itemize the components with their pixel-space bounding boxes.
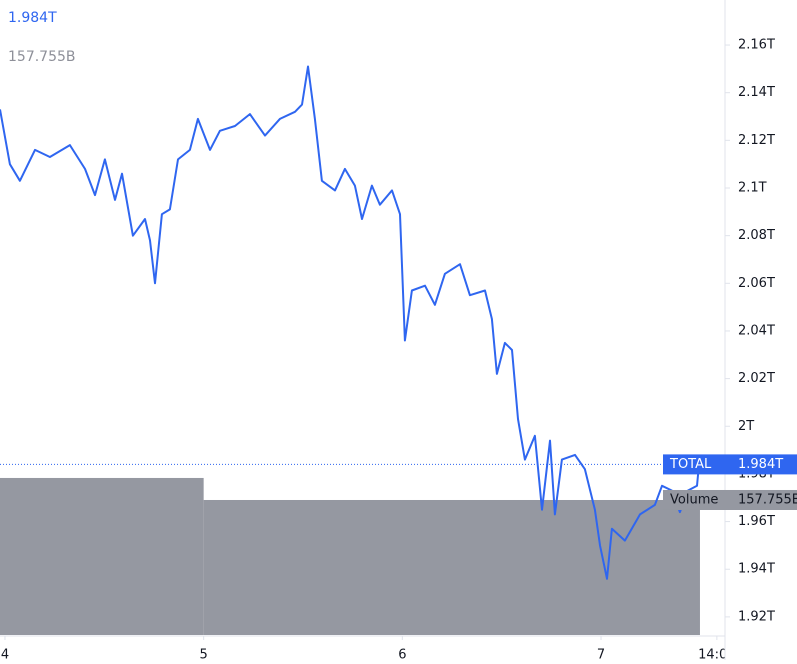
y-tick-label: 2.02T xyxy=(738,371,775,386)
x-tick-label: 4 xyxy=(1,648,9,661)
volume-label-name: Volume xyxy=(670,492,718,507)
y-tick-label: 2.12T xyxy=(738,133,775,148)
volume-label-value: 157.755B xyxy=(738,492,797,507)
header-value: 1.984T xyxy=(8,10,57,26)
y-tick-label: 2.16T xyxy=(738,38,775,53)
plot-area: 4 5 6 7 14:00 xyxy=(0,65,735,661)
header-volume: 157.755B xyxy=(8,49,76,65)
y-tick-label: 1.92T xyxy=(738,609,775,624)
y-tick-label: 1.96T xyxy=(738,514,775,529)
y-tick-label: 2.06T xyxy=(738,276,775,291)
y-tick-label: 2T xyxy=(738,419,754,434)
y-tick-label: 2.1T xyxy=(738,180,767,195)
y-tick-label: 2.08T xyxy=(738,228,775,243)
price-labels: TOTAL 1.984T Volume 157.755B xyxy=(663,454,797,510)
y-tick-label: 2.04T xyxy=(738,323,775,338)
volume-label-box xyxy=(663,489,797,510)
volume-bar xyxy=(0,477,204,635)
x-tick-label: 5 xyxy=(200,648,208,661)
x-tick-label: 14:00 xyxy=(698,648,735,661)
volume-bar xyxy=(203,499,700,635)
total-label-box xyxy=(663,454,797,475)
price-axis: 1.92T1.94T1.96T1.98T2T2.02T2.04T2.06T2.0… xyxy=(725,38,775,624)
total-label-value: 1.984T xyxy=(738,457,783,472)
price-line xyxy=(0,65,700,580)
y-tick-label: 2.14T xyxy=(738,85,775,100)
total-label-name: TOTAL xyxy=(669,457,712,472)
x-tick-label: 6 xyxy=(398,648,406,661)
y-tick-label: 1.94T xyxy=(738,562,775,577)
x-tick-label: 7 xyxy=(597,648,605,661)
